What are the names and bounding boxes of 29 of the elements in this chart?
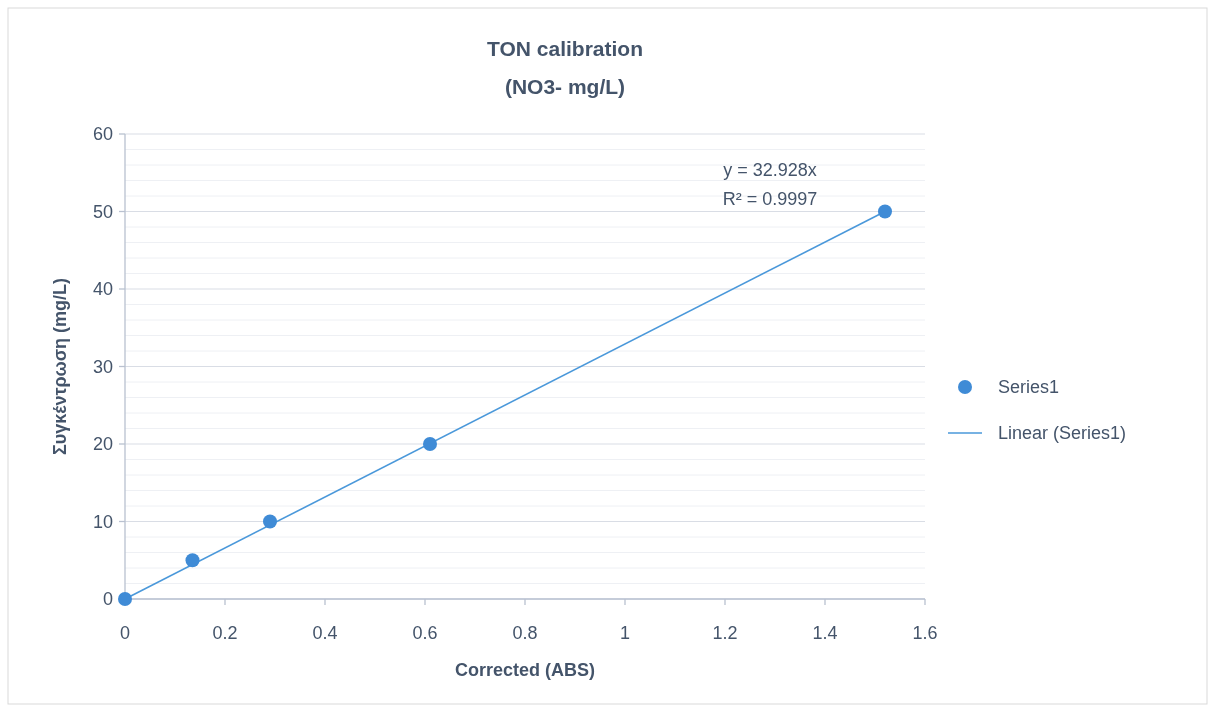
- x-tick-label: 0.6: [412, 623, 438, 643]
- y-axis-title: Συγκέντρωση (mg/L): [50, 277, 70, 456]
- annotation: R² = 0.9997: [722, 189, 818, 209]
- x-tick-label: 1.2: [712, 623, 738, 643]
- x-tick-label: 1.6: [912, 623, 938, 643]
- y-tick-label: 30: [92, 356, 113, 377]
- y-tick-label: 0: [102, 589, 113, 609]
- chart-subtitle: (NO3- mg/L): [504, 75, 626, 98]
- y-tick-label: 40: [92, 279, 113, 299]
- point: [118, 592, 132, 606]
- y-tick-label: 10: [92, 511, 113, 532]
- point: [423, 437, 437, 451]
- x-tick-label: 1.4: [812, 623, 838, 643]
- point: [263, 514, 277, 529]
- x-tick-label: 0: [119, 623, 131, 643]
- point: [185, 553, 200, 568]
- y-tick-label: 60: [92, 124, 113, 144]
- y-tick-label: 20: [92, 434, 113, 454]
- chart-title: TON calibration: [487, 37, 643, 60]
- x-tick-label: 0.4: [312, 623, 338, 643]
- x-tick-label: 1: [619, 623, 631, 643]
- legend-label: Linear (Series1): [998, 423, 1127, 443]
- x-tick-label: 0.8: [512, 623, 538, 643]
- annotation: y = 32.928x: [723, 160, 817, 180]
- x-axis-title: Corrected (ABS): [454, 660, 596, 680]
- legend-label: Series1: [998, 377, 1060, 397]
- x-tick-label: 0.2: [212, 623, 238, 643]
- y-tick-label: 50: [92, 201, 113, 222]
- point: [878, 204, 892, 219]
